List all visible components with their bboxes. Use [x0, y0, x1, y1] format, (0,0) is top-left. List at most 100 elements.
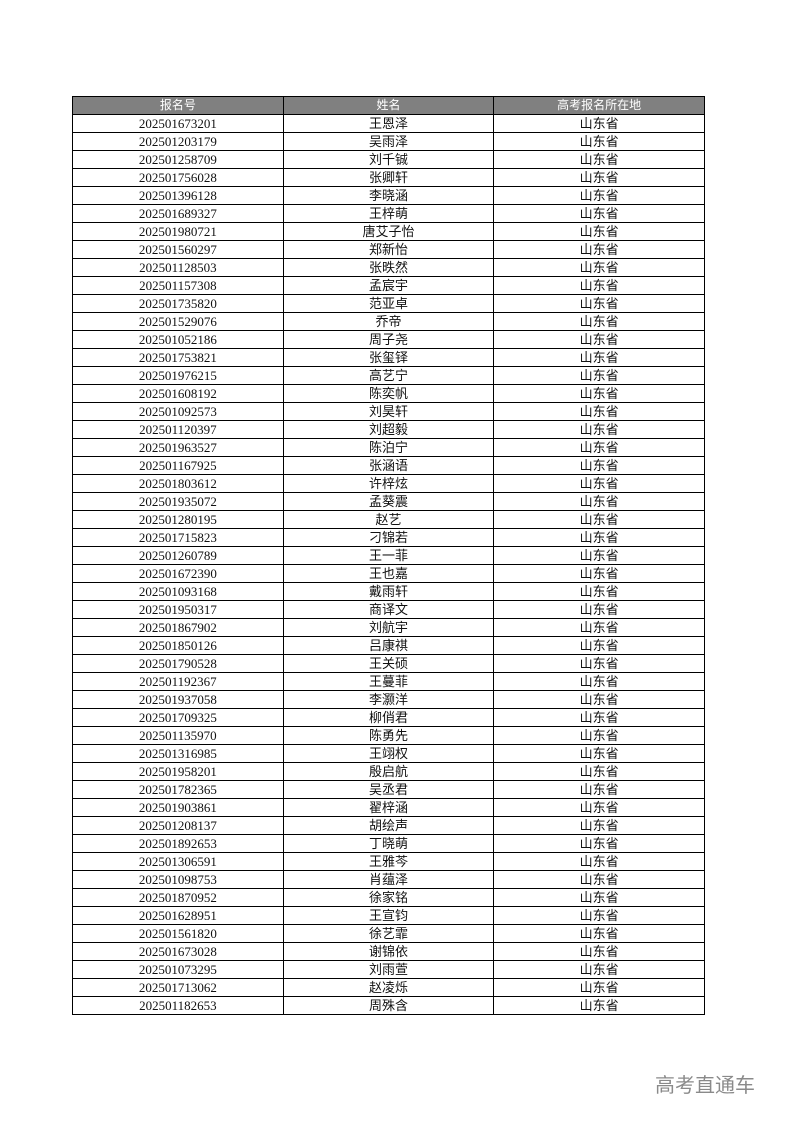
- cell-registration-number: 202501937058: [72, 690, 284, 709]
- cell-name: 王一菲: [282, 546, 495, 565]
- table-body: 202501673201 王恩泽 山东省 202501203179 吴雨泽 山东省 2025…: [72, 114, 705, 1015]
- cell-registration-number: 202501208137: [72, 816, 284, 835]
- table-row: 202501903861 翟梓涵 山东省: [72, 798, 705, 817]
- table-row: 202501093168 戴雨轩 山东省: [72, 582, 705, 601]
- cell-name: 赵凌烁: [282, 978, 495, 997]
- cell-location: 山东省: [493, 618, 705, 637]
- cell-location: 山东省: [493, 762, 705, 781]
- table-row: 202501756028 张卿轩 山东省: [72, 168, 705, 187]
- cell-registration-number: 202501120397: [72, 420, 284, 439]
- cell-location: 山东省: [493, 960, 705, 979]
- table-row: 202501208137 胡绘声 山东省: [72, 816, 705, 835]
- cell-registration-number: 202501258709: [72, 150, 284, 169]
- cell-registration-number: 202501561820: [72, 924, 284, 943]
- table-row: 202501157308 孟宸宇 山东省: [72, 276, 705, 295]
- cell-location: 山东省: [493, 456, 705, 475]
- cell-registration-number: 202501192367: [72, 672, 284, 691]
- cell-name: 刁锦若: [282, 528, 495, 547]
- cell-location: 山东省: [493, 798, 705, 817]
- cell-location: 山东省: [493, 744, 705, 763]
- table-row: 202501098753 肖蕴泽 山东省: [72, 870, 705, 889]
- table-row: 202501203179 吴雨泽 山东省: [72, 132, 705, 151]
- cell-name: 范亚卓: [282, 294, 495, 313]
- cell-location: 山东省: [493, 672, 705, 691]
- cell-registration-number: 202501316985: [72, 744, 284, 763]
- cell-name: 陈泊宁: [282, 438, 495, 457]
- cell-name: 赵艺: [282, 510, 495, 529]
- cell-registration-number: 202501073295: [72, 960, 284, 979]
- cell-registration-number: 202501803612: [72, 474, 284, 493]
- cell-location: 山东省: [493, 384, 705, 403]
- cell-registration-number: 202501709325: [72, 708, 284, 727]
- cell-name: 乔帝: [282, 312, 495, 331]
- cell-name: 周殊含: [282, 996, 495, 1015]
- cell-registration-number: 202501135970: [72, 726, 284, 745]
- cell-registration-number: 202501529076: [72, 312, 284, 331]
- cell-registration-number: 202501260789: [72, 546, 284, 565]
- cell-registration-number: 202501560297: [72, 240, 284, 259]
- cell-name: 王关硕: [282, 654, 495, 673]
- cell-name: 刘千铖: [282, 150, 495, 169]
- cell-name: 王蔓菲: [282, 672, 495, 691]
- cell-registration-number: 202501673201: [72, 114, 284, 133]
- table-row: 202501128503 张昳然 山东省: [72, 258, 705, 277]
- cell-location: 山东省: [493, 528, 705, 547]
- cell-registration-number: 202501756028: [72, 168, 284, 187]
- cell-registration-number: 202501963527: [72, 438, 284, 457]
- cell-name: 张玺铎: [282, 348, 495, 367]
- table-row: 202501867902 刘航宇 山东省: [72, 618, 705, 637]
- table-row: 202501529076 乔帝 山东省: [72, 312, 705, 331]
- table-row: 202501396128 李晓涵 山东省: [72, 186, 705, 205]
- cell-registration-number: 202501093168: [72, 582, 284, 601]
- cell-name: 陈奕帆: [282, 384, 495, 403]
- cell-name: 吴丞君: [282, 780, 495, 799]
- table-row: 202501608192 陈奕帆 山东省: [72, 384, 705, 403]
- cell-registration-number: 202501935072: [72, 492, 284, 511]
- cell-name: 徐家铭: [282, 888, 495, 907]
- cell-location: 山东省: [493, 402, 705, 421]
- cell-location: 山东省: [493, 114, 705, 133]
- registration-table: 报名号 姓名 高考报名所在地 202501673201 王恩泽 山东省 2025012…: [72, 96, 705, 1015]
- cell-name: 王宣钧: [282, 906, 495, 925]
- cell-location: 山东省: [493, 636, 705, 655]
- cell-registration-number: 202501950317: [72, 600, 284, 619]
- watermark: 高考直通车: [655, 1073, 755, 1097]
- table-row: 202501870952 徐家铭 山东省: [72, 888, 705, 907]
- cell-location: 山东省: [493, 654, 705, 673]
- cell-location: 山东省: [493, 906, 705, 925]
- cell-registration-number: 202501753821: [72, 348, 284, 367]
- table-row: 202501167925 张涵语 山东省: [72, 456, 705, 475]
- table-row: 202501073295 刘雨萱 山东省: [72, 960, 705, 979]
- cell-registration-number: 202501306591: [72, 852, 284, 871]
- cell-registration-number: 202501689327: [72, 204, 284, 223]
- cell-location: 山东省: [493, 186, 705, 205]
- cell-registration-number: 202501673028: [72, 942, 284, 961]
- table-row: 202501709325 柳俏君 山东省: [72, 708, 705, 727]
- table-row: 202501713062 赵凌烁 山东省: [72, 978, 705, 997]
- table-row: 202501673201 王恩泽 山东省: [72, 114, 705, 133]
- cell-name: 王梓萌: [282, 204, 495, 223]
- cell-name: 吕康祺: [282, 636, 495, 655]
- cell-location: 山东省: [493, 600, 705, 619]
- cell-registration-number: 202501715823: [72, 528, 284, 547]
- cell-name: 吴雨泽: [282, 132, 495, 151]
- cell-registration-number: 202501958201: [72, 762, 284, 781]
- cell-location: 山东省: [493, 564, 705, 583]
- cell-name: 刘昊轩: [282, 402, 495, 421]
- cell-registration-number: 202501735820: [72, 294, 284, 313]
- cell-location: 山东省: [493, 348, 705, 367]
- cell-name: 许梓炫: [282, 474, 495, 493]
- cell-name: 张昳然: [282, 258, 495, 277]
- cell-name: 王恩泽: [282, 114, 495, 133]
- table-row: 202501306591 王雅芩 山东省: [72, 852, 705, 871]
- table-row: 202501803612 许梓炫 山东省: [72, 474, 705, 493]
- cell-location: 山东省: [493, 366, 705, 385]
- cell-registration-number: 202501167925: [72, 456, 284, 475]
- cell-registration-number: 202501850126: [72, 636, 284, 655]
- cell-name: 王也嘉: [282, 564, 495, 583]
- cell-registration-number: 202501903861: [72, 798, 284, 817]
- table-row: 202501790528 王关硕 山东省: [72, 654, 705, 673]
- cell-name: 刘航宇: [282, 618, 495, 637]
- cell-location: 山东省: [493, 582, 705, 601]
- table-row: 202501735820 范亚卓 山东省: [72, 294, 705, 313]
